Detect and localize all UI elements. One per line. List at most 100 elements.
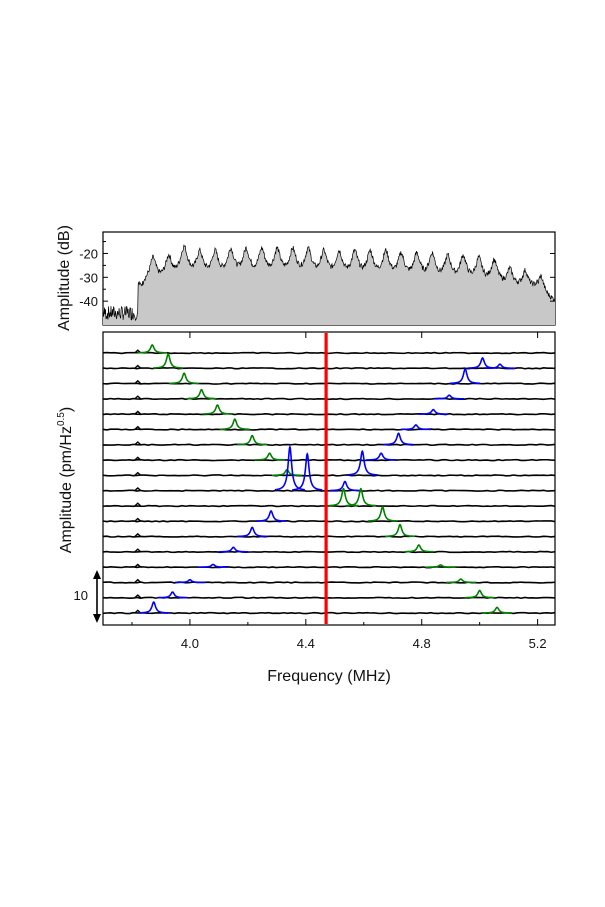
trace-baseline bbox=[102, 443, 556, 447]
trace-baseline bbox=[102, 351, 556, 355]
resonance-peak bbox=[237, 434, 268, 446]
resonance-peak bbox=[482, 606, 513, 614]
resonance-peak bbox=[384, 523, 416, 538]
resonance-peak bbox=[274, 445, 305, 491]
x-tick-label: 5.2 bbox=[529, 636, 547, 651]
bottom-y-axis-title: Amplitude (pm/Hz0.5) bbox=[56, 407, 75, 553]
top-area-layer bbox=[102, 244, 556, 325]
ylabel-main: Amplitude (pm/Hz bbox=[58, 426, 75, 553]
trace-baseline bbox=[102, 550, 556, 554]
trace-16 bbox=[102, 578, 556, 584]
resonance-peak bbox=[418, 408, 449, 415]
resonance-peak bbox=[425, 564, 456, 568]
x-tick-label: 4.0 bbox=[181, 636, 199, 651]
trace-17 bbox=[102, 589, 556, 600]
resonance-peak bbox=[202, 404, 233, 415]
trace-baseline bbox=[102, 596, 556, 600]
trace-baseline bbox=[102, 412, 556, 416]
resonance-peak bbox=[237, 526, 268, 538]
resonance-peak bbox=[292, 452, 323, 491]
trace-13 bbox=[102, 523, 556, 538]
resonance-peak bbox=[157, 591, 188, 599]
bottom-left-ticks bbox=[103, 352, 107, 614]
resonance-peak bbox=[484, 363, 515, 370]
resonance-peak bbox=[464, 589, 495, 599]
trace-baseline bbox=[102, 458, 556, 462]
resonance-peak bbox=[254, 452, 285, 461]
trace-9 bbox=[102, 449, 556, 477]
trace-2 bbox=[102, 353, 556, 370]
reference-peak bbox=[134, 502, 142, 507]
trace-5 bbox=[102, 404, 556, 416]
resonance-peak bbox=[219, 418, 250, 431]
resonance-peak bbox=[366, 452, 397, 461]
trace-12 bbox=[102, 506, 556, 523]
reference-peak bbox=[134, 395, 142, 400]
reference-peak bbox=[134, 364, 142, 369]
scale-bar-label: 10 bbox=[74, 588, 88, 603]
resonance-peak bbox=[445, 578, 476, 584]
trace-3 bbox=[102, 367, 556, 385]
trace-baseline bbox=[102, 474, 556, 477]
reference-peak bbox=[134, 532, 142, 538]
scale-bar: 10 bbox=[74, 570, 101, 623]
spectrum-line bbox=[102, 244, 556, 322]
reference-peak bbox=[134, 594, 142, 599]
trace-4 bbox=[102, 388, 556, 401]
trace-baseline bbox=[102, 581, 556, 584]
trace-6 bbox=[102, 418, 556, 431]
trace-baseline bbox=[102, 367, 556, 370]
trace-1 bbox=[102, 344, 556, 355]
bottom-trace-layer bbox=[102, 344, 556, 615]
resonance-peak bbox=[345, 487, 376, 507]
reference-peak bbox=[134, 441, 142, 446]
resonance-peak bbox=[256, 510, 287, 522]
trace-baseline bbox=[102, 565, 556, 569]
resonance-peak bbox=[347, 449, 378, 476]
reference-peak bbox=[134, 410, 142, 415]
ylabel-superscript: 0.5 bbox=[56, 412, 67, 426]
trace-11 bbox=[102, 487, 556, 508]
trace-baseline bbox=[102, 611, 556, 615]
top-y-tick-label: -30 bbox=[79, 270, 98, 285]
resonance-peak bbox=[450, 367, 481, 385]
ylabel-end: ) bbox=[58, 407, 75, 412]
trace-14 bbox=[102, 544, 556, 554]
reference-peak bbox=[134, 456, 142, 461]
trace-baseline bbox=[102, 397, 556, 401]
resonance-peak bbox=[138, 601, 169, 614]
top-y-axis-title: Amplitude (dB) bbox=[56, 225, 73, 331]
bottom-plot-frame bbox=[102, 331, 556, 626]
resonance-peak bbox=[169, 372, 200, 385]
scale-bar-arrow-down-icon bbox=[93, 614, 101, 623]
x-tick-label: 4.8 bbox=[413, 636, 431, 651]
reference-peak bbox=[134, 486, 142, 492]
x-axis-title: Frequency (MHz) bbox=[267, 668, 391, 685]
resonance-peak bbox=[400, 424, 431, 431]
trace-baseline bbox=[102, 520, 556, 523]
resonance-peak bbox=[153, 353, 184, 369]
reference-peak bbox=[134, 563, 142, 568]
reference-peak bbox=[134, 425, 142, 431]
reference-peak bbox=[134, 471, 142, 476]
trace-8 bbox=[102, 452, 556, 462]
resonance-peak bbox=[218, 546, 249, 553]
x-tick-label: 4.4 bbox=[297, 636, 315, 651]
reference-peak bbox=[134, 578, 142, 584]
bottom-x-ticks: 4.0 4.4 4.8 5.2 bbox=[131, 332, 547, 651]
reference-peak bbox=[134, 517, 142, 522]
resonance-peak bbox=[137, 344, 168, 354]
spectrum-area bbox=[103, 244, 555, 325]
resonance-peak bbox=[467, 357, 498, 369]
reference-peak bbox=[134, 548, 142, 553]
top-y-tick-label: -20 bbox=[79, 246, 98, 261]
resonance-peak bbox=[383, 432, 414, 446]
top-y-ticks: -20 -30 -40 bbox=[79, 241, 555, 314]
top-y-tick-label: -40 bbox=[79, 294, 98, 309]
trace-baseline bbox=[102, 428, 556, 431]
resonance-peak bbox=[403, 544, 434, 553]
trace-baseline bbox=[102, 489, 556, 492]
trace-7 bbox=[102, 432, 556, 447]
resonance-peak bbox=[174, 578, 205, 584]
